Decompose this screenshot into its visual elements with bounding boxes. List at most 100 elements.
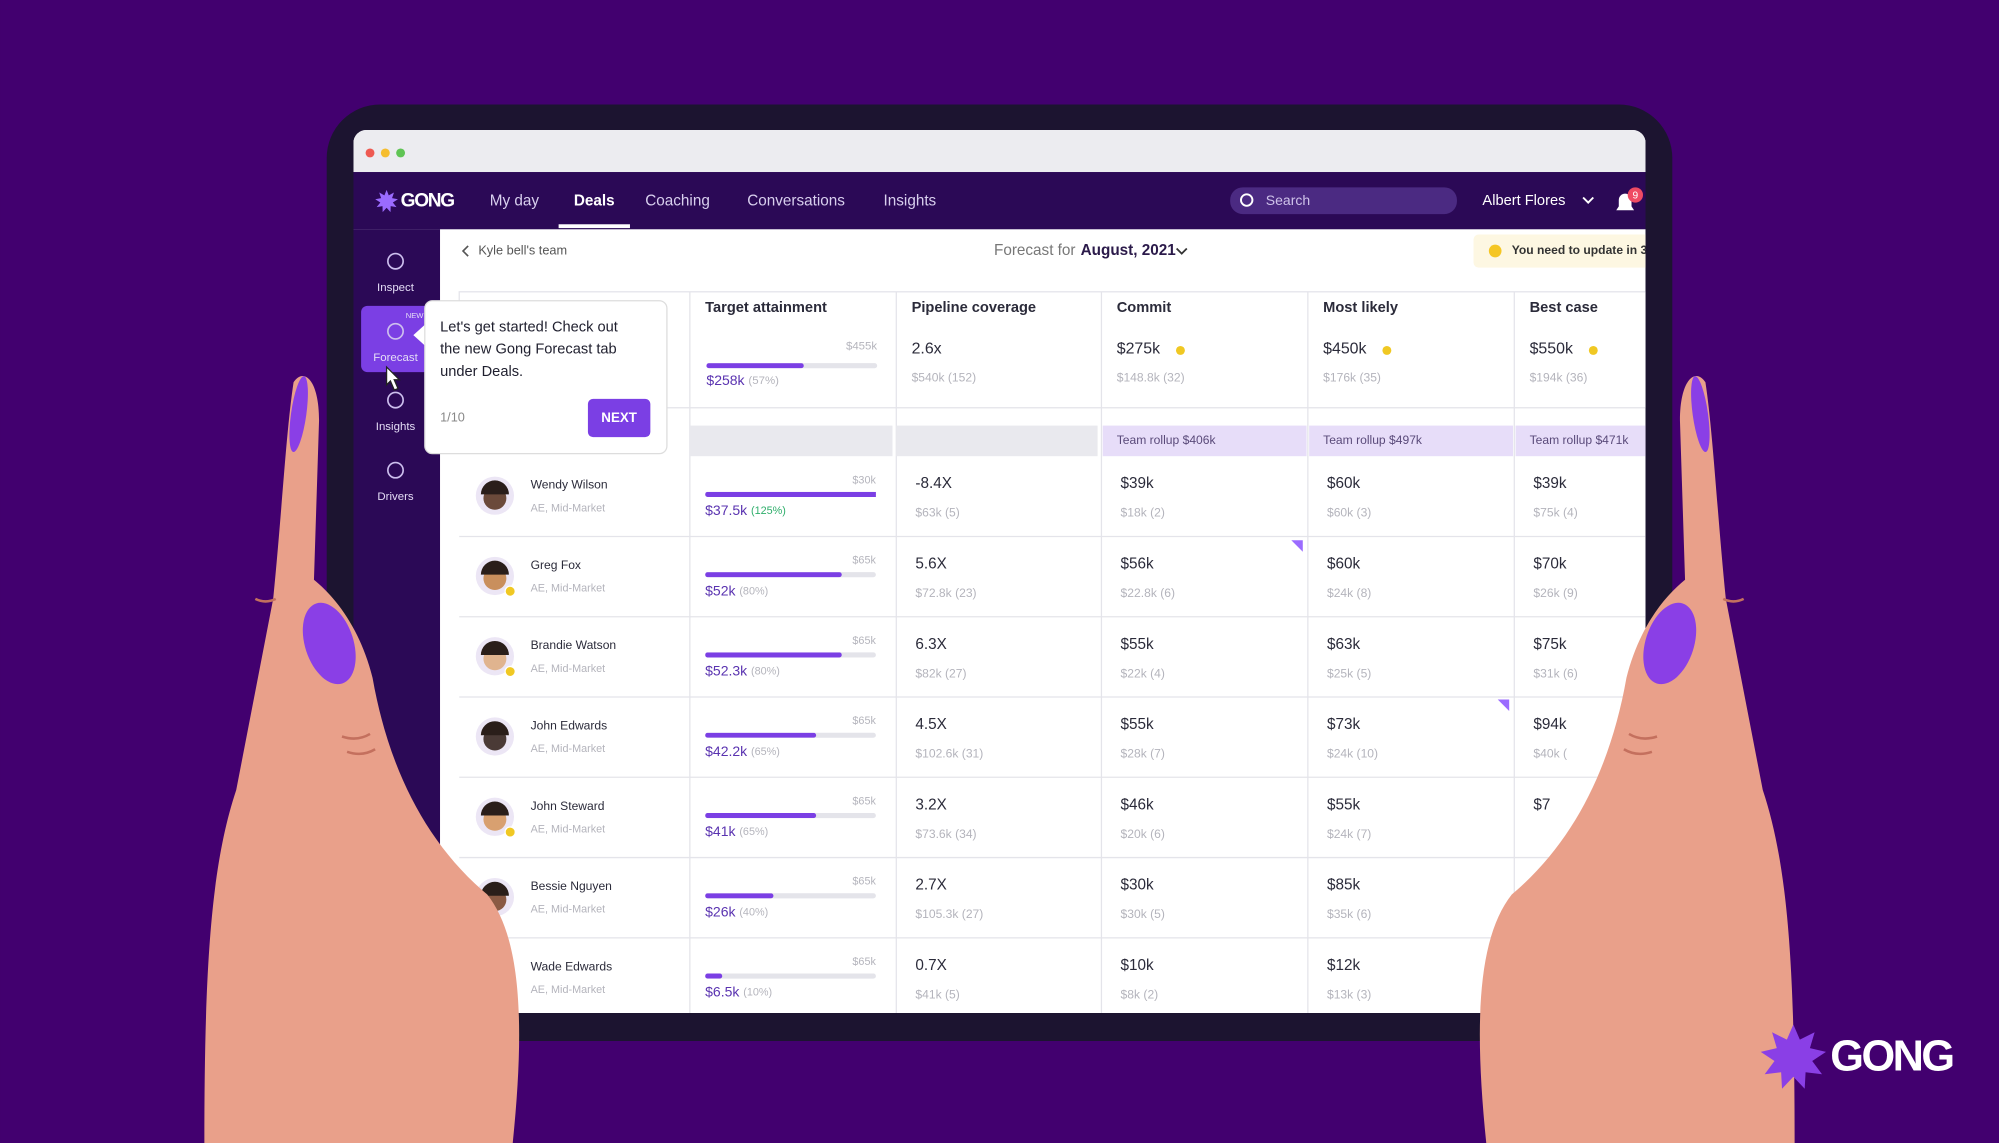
cell-detail: $63k (5) — [915, 506, 959, 520]
attained-percent: (40%) — [739, 906, 768, 918]
avatar-hair — [480, 640, 509, 655]
next-button[interactable] — [587, 398, 651, 438]
cell-value: $55k — [1327, 796, 1360, 813]
cell-value: 4.5X — [915, 716, 946, 733]
rollup: Team rollup $471k — [1530, 433, 1630, 447]
cell-value: $30k — [1121, 877, 1154, 894]
rollup: Team rollup $497k — [1323, 433, 1423, 447]
attained: $41k (65%) — [705, 823, 768, 839]
summary-detail: $148.8k (32) — [1117, 371, 1185, 385]
cell-detail: $22k (4) — [1121, 666, 1165, 680]
cell-detail: $41k (5) — [915, 987, 959, 1001]
cell-detail: $22.8k (6) — [1121, 586, 1175, 600]
avatar-status — [504, 826, 516, 838]
rollup: Team rollup $406k — [1117, 433, 1217, 447]
nav-item[interactable]: Deals — [574, 192, 615, 209]
rep-name: John Edwards — [531, 719, 608, 733]
rep-name: Brandie Watson — [531, 638, 617, 652]
cell-value: $94k — [1533, 716, 1566, 733]
rep-name: John Steward — [531, 799, 605, 813]
attained-percent: (125%) — [751, 505, 786, 517]
rep-name: Wade Edwards — [531, 959, 613, 973]
nav-item[interactable]: Insights — [884, 192, 937, 209]
cell-value: $73k — [1327, 716, 1360, 733]
nail — [1691, 376, 1710, 453]
status-dot — [1175, 345, 1185, 355]
hand — [204, 376, 520, 1143]
cell-detail: $26k (9) — [1533, 586, 1577, 600]
column-header: Most likely — [1323, 300, 1399, 316]
summary-detail: $176k (35) — [1323, 371, 1381, 385]
cell-detail: $31k (6) — [1533, 666, 1577, 680]
rep-role: AE, Mid-Market — [531, 502, 606, 514]
right-hand — [1479, 376, 1795, 1143]
user-chevron — [1582, 196, 1594, 204]
cell-detail: $102.6k (31) — [915, 747, 983, 761]
rep-role: AE, Mid-Market — [531, 583, 606, 595]
cell-value: 6.3X — [915, 636, 946, 653]
sidebar-item[interactable]: Drivers — [377, 491, 414, 503]
window-dot — [380, 148, 390, 158]
sidebar-item[interactable]: Forecast — [373, 352, 418, 364]
rollup-empty — [896, 425, 1098, 457]
nail — [302, 602, 356, 685]
attained: $6.5k (10%) — [705, 983, 772, 999]
avatar-status — [504, 585, 516, 597]
summary-value: $275k — [1117, 340, 1160, 357]
search-box[interactable] — [1230, 187, 1457, 215]
cursor — [385, 365, 401, 391]
summary-detail: $194k (36) — [1530, 371, 1588, 385]
summary-value: 2.6x — [912, 340, 942, 357]
tooltip-text: Let's get started! Check out — [440, 319, 618, 335]
browser-chrome — [353, 129, 1646, 173]
sidebar-badge: NEW — [406, 311, 425, 320]
forecast-period[interactable]: August, 2021 — [1081, 242, 1177, 259]
avatar-hair — [480, 721, 509, 736]
target-max: $65k — [852, 715, 876, 727]
edit-marker — [1497, 699, 1510, 712]
target-max: $65k — [852, 956, 876, 968]
cell-value: $85k — [1327, 877, 1360, 894]
nail — [1643, 602, 1697, 685]
cell-detail: $20k (6) — [1121, 827, 1165, 841]
avatar-hair — [480, 881, 509, 896]
cell-value: $7 — [1533, 796, 1550, 813]
forecast-label: Forecast for — [994, 242, 1076, 259]
cell-value: $56k — [1121, 556, 1154, 573]
knuckle — [254, 597, 376, 756]
attained-value: $258k — [706, 372, 745, 388]
attained-percent: (57%) — [748, 375, 779, 387]
sidebar-icon — [387, 461, 404, 479]
attained-percent: (10%) — [743, 986, 772, 998]
nav-item[interactable]: Conversations — [747, 192, 845, 209]
cell-value: $60k — [1327, 556, 1360, 573]
search-placeholder[interactable]: Search — [1266, 192, 1310, 208]
next-button-label[interactable]: NEXT — [601, 410, 637, 425]
sidebar-item[interactable]: Inspect — [377, 282, 415, 294]
cell-detail: $24k (10) — [1327, 747, 1378, 761]
column-header: Best case — [1530, 300, 1598, 316]
user-name[interactable]: Albert Flores — [1482, 193, 1565, 209]
attained: $258k (57%) — [706, 372, 779, 388]
back-arrow — [461, 245, 469, 257]
cell-value: $75k — [1533, 636, 1566, 653]
attained-value: $41k — [705, 823, 736, 839]
attained-percent: (80%) — [751, 665, 780, 677]
rep-role: AE, Mid-Market — [531, 904, 606, 916]
nav-item[interactable]: My day — [490, 192, 540, 209]
back-link[interactable]: Kyle bell's team — [478, 242, 567, 257]
attained-percent: (80%) — [739, 585, 768, 597]
attained-value: $6.5k — [705, 983, 740, 999]
sidebar-item[interactable]: Insights — [376, 421, 416, 433]
attained-value: $42.2k — [705, 743, 748, 759]
cell-value: $63k — [1327, 636, 1360, 653]
summary-detail: $540k (152) — [912, 371, 977, 385]
cell-detail: $24k (7) — [1327, 827, 1371, 841]
attained: $42.2k (65%) — [705, 743, 780, 759]
nav-item[interactable]: Coaching — [645, 192, 710, 209]
knuckle — [1623, 597, 1745, 756]
progress-fill — [705, 652, 842, 658]
rep-role: AE, Mid-Market — [531, 743, 606, 755]
attained-value: $37.5k — [705, 502, 748, 518]
